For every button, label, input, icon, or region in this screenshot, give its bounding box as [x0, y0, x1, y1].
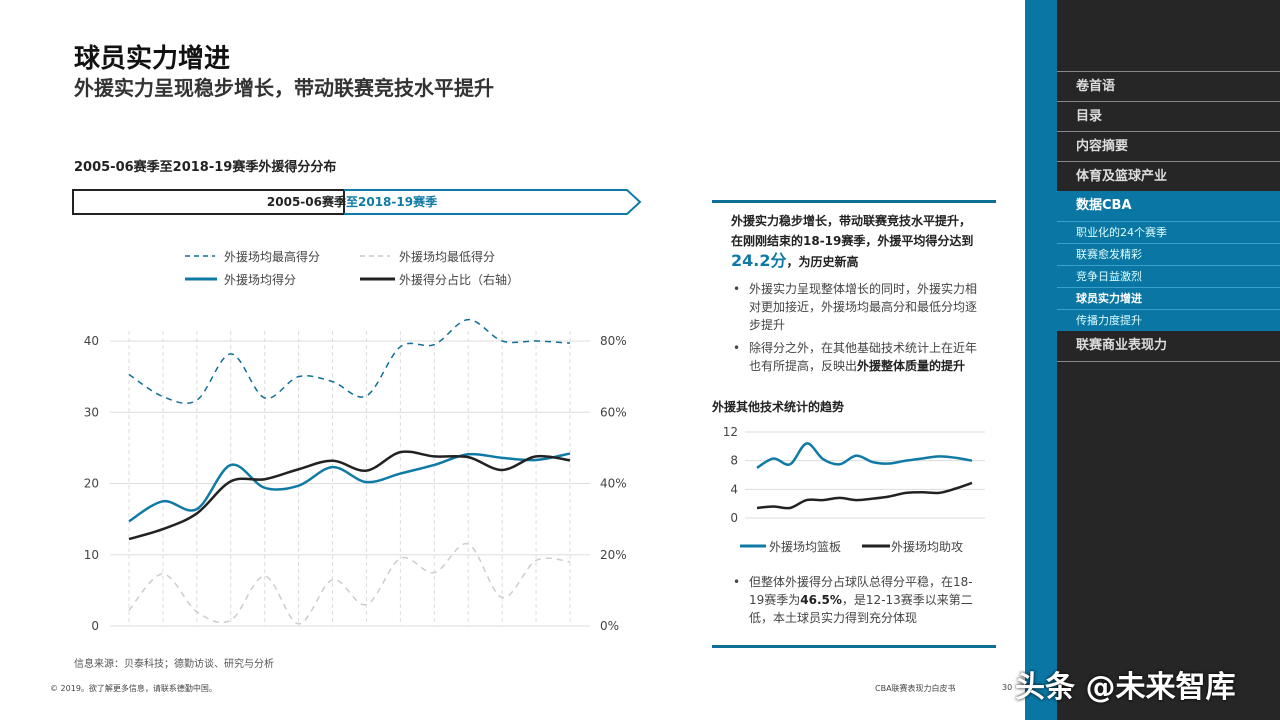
season-range-banner [72, 189, 642, 215]
page-number: 30 [1002, 683, 1013, 692]
y2-tick-label: 80% [600, 334, 627, 348]
bullet-1: 外援实力呈现整体增长的同时，外援实力相对更加接近，外援场均最高分和最低分均逐步提… [733, 280, 981, 334]
bullet-text: 但整体外援得分占球队总得分平稳，在18-19赛季为 [749, 575, 973, 607]
nav-item-summary[interactable]: 内容摘要 [1057, 131, 1280, 161]
series-line-3 [128, 450, 571, 541]
headline-value: 24.2分 [731, 251, 787, 270]
y-tick-label: 8 [730, 454, 738, 468]
y-tick-label: 4 [730, 482, 738, 496]
y-tick-label: 30 [84, 405, 99, 419]
legend-label: 外援场均篮板 [769, 540, 842, 554]
small-series-line-1 [756, 481, 973, 510]
nav-item-data-cba[interactable]: 数据CBA [1057, 191, 1280, 221]
headline-text: ，为历史新高 [786, 255, 859, 269]
small-series-line-0 [756, 442, 973, 469]
footer-doc-title: CBA联赛表现力白皮书 [875, 684, 956, 693]
copyright: © 2019。欲了解更多信息，请联系德勤中国。 [50, 684, 217, 693]
nav-divider [1057, 361, 1280, 362]
series-line-2 [128, 452, 571, 523]
nav-sub-competition[interactable]: 竞争日益激烈 [1057, 265, 1280, 287]
y2-tick-label: 20% [600, 548, 627, 562]
bullet-2: 除得分之外，在其他基础技术统计上在近年也有所提高，反映出外援整体质量的提升 [733, 339, 981, 375]
nav-item-contents[interactable]: 目录 [1057, 101, 1280, 131]
sidebar-nav [1057, 0, 1280, 720]
small-chart-title: 外援其他技术统计的趋势 [712, 400, 845, 414]
legend-label: 外援场均最高得分 [224, 250, 321, 264]
chart-title: 2005-06赛季至2018-19赛季外援得分分布 [74, 160, 337, 175]
divider [712, 200, 996, 203]
y-tick-label: 40 [84, 334, 99, 348]
nav-item-sports-industry[interactable]: 体育及篮球产业 [1057, 161, 1280, 191]
headline: 外援实力稳步增长，带动联赛竞技水平提升，在刚刚结束的18-19赛季，外援平均得分… [731, 211, 981, 272]
legend-label: 外援场均得分 [224, 273, 297, 287]
source-note: 信息来源：贝泰科技；德勤访谈、研究与分析 [74, 659, 274, 670]
main-line-chart: 0 0% 10 20% 20 40% 30 60% 40 80% [84, 318, 627, 633]
nav-sub-exciting[interactable]: 联赛愈发精彩 [1057, 243, 1280, 265]
bullet-bold: 46.5% [800, 593, 842, 607]
nav-sub-broadcast[interactable]: 传播力度提升 [1057, 309, 1280, 331]
nav-item-foreword[interactable]: 卷首语 [1057, 71, 1280, 101]
nav-sub-player-strength[interactable]: 球员实力增进 [1057, 287, 1280, 309]
y-tick-label: 10 [84, 548, 99, 562]
main-legend [185, 255, 395, 281]
y2-tick-label: 0% [600, 619, 619, 633]
y2-tick-label: 60% [600, 405, 627, 419]
legend-label: 外援场均助攻 [891, 540, 964, 554]
bullet-3: 但整体外援得分占球队总得分平稳，在18-19赛季为46.5%，是12-13赛季以… [733, 573, 981, 627]
nav-item-commercial[interactable]: 联赛商业表现力 [1076, 338, 1168, 353]
accent-strip [1025, 0, 1057, 720]
bullet-text: ，是12-13赛季以来第二低，本土球员实力得到充分体现 [749, 593, 973, 625]
divider [712, 645, 996, 648]
small-line-chart: 0 4 8 12 [723, 425, 985, 525]
banner-end: 至2018-19赛季 [346, 195, 438, 209]
nav-sub-24-seasons[interactable]: 职业化的24个赛季 [1057, 221, 1280, 243]
watermark: 头条 @未来智库 [1015, 670, 1236, 705]
y-tick-label: 0 [730, 511, 738, 525]
series-line-0 [128, 318, 571, 405]
legend-label: 外援得分占比（右轴） [399, 273, 520, 287]
banner-start: 2005-06赛季 [266, 195, 346, 209]
bullet-text: 除得分之外，在其他基础技术统计上在近年也有所提高，反映出 [749, 341, 978, 373]
small-legend [740, 544, 890, 548]
bullet-bold: 外援整体质量的提升 [857, 359, 966, 373]
y-tick-label: 0 [91, 619, 99, 633]
page-title: 球员实力增进 [74, 44, 231, 74]
legend-label: 外援场均最低得分 [399, 250, 496, 264]
y-tick-label: 20 [84, 477, 99, 491]
season-range-label: 2005-06赛季至2018-19赛季 [72, 193, 632, 210]
y2-tick-label: 40% [600, 477, 627, 491]
y-tick-label: 12 [723, 425, 738, 439]
page-subtitle: 外援实力呈现稳步增长，带动联赛竞技水平提升 [74, 76, 494, 100]
headline-text: 外援实力稳步增长，带动联赛竞技水平提升，在刚刚结束的18-19赛季，外援平均得分… [731, 214, 974, 248]
